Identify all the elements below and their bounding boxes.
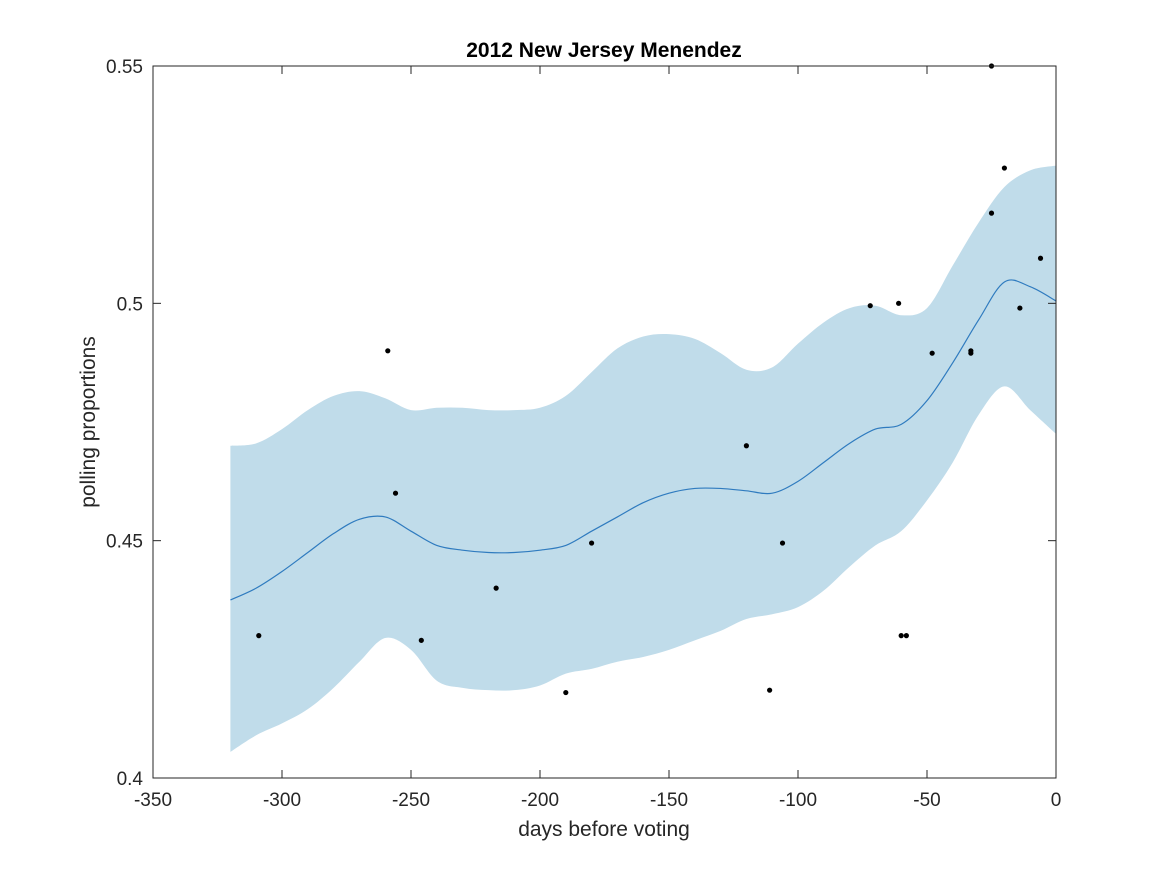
poll-point [929,350,935,356]
y-tick-label: 0.45 [106,532,143,553]
poll-point [743,443,750,449]
poll-point [418,637,424,643]
poll-point [385,348,391,354]
poll-point [896,300,902,306]
x-tick-label: -250 [392,790,430,811]
fit-line [230,279,1057,601]
y-axis-label: polling proportions [77,336,100,508]
x-tick-label: -150 [650,790,688,811]
poll-point [1017,305,1023,311]
poll-point [779,540,786,546]
y-tick-label: 0.4 [117,769,144,790]
x-tick-label: -300 [263,790,301,811]
poll-point [867,303,873,309]
axes-frame [152,65,1057,779]
x-tick-label: -350 [134,790,172,811]
poll-point [767,687,773,693]
y-tick-label: 0.55 [106,57,143,78]
poll-point [256,633,262,639]
y-tick-label: 0.5 [117,294,143,315]
poll-point [988,210,995,216]
poll-point [589,540,595,546]
poll-point [903,633,909,639]
poll-point [898,633,904,639]
poll-point [968,348,974,354]
plot-area [230,63,1057,752]
poll-point [493,585,499,591]
chart-title: 2012 New Jersey Menendez [466,39,741,62]
x-tick-label: -200 [521,790,559,811]
ticks: -350 -300 -250 -200 -150 -100 -50 0 0.4 0.45 0.5 0.… [106,57,1061,811]
poll-point [392,490,399,496]
x-tick-label: -100 [779,790,817,811]
poll-point [1001,165,1008,171]
x-axis-label: days before voting [518,818,690,841]
x-tick-label: -50 [913,790,940,811]
poll-point [563,689,569,696]
poll-point [1037,255,1044,261]
x-tick-label: 0 [1051,790,1062,811]
confidence-band [230,165,1056,752]
